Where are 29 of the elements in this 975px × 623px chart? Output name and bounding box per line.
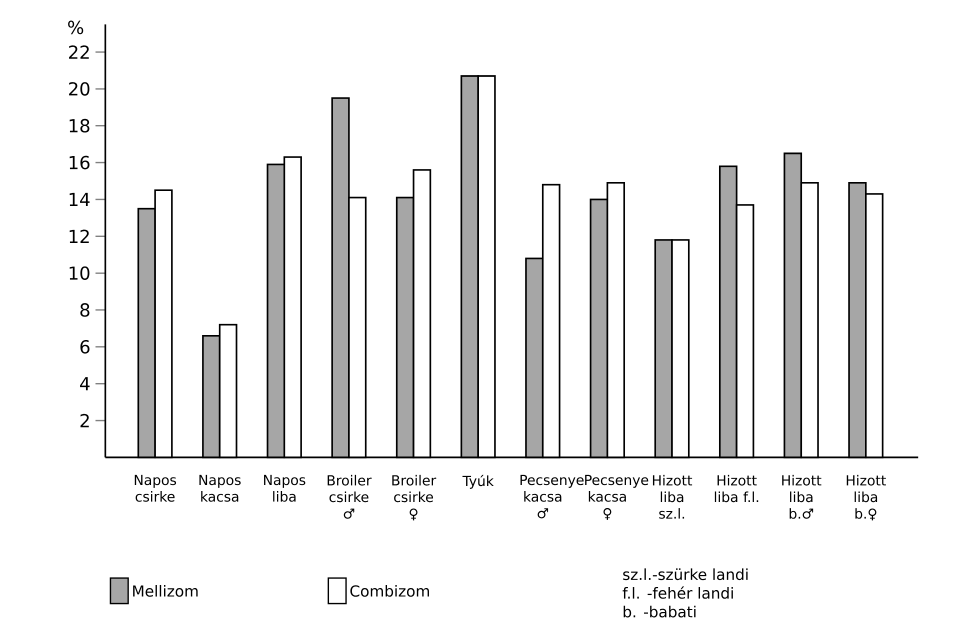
x-tick-label: Napos csirke <box>134 475 176 502</box>
x-tick-label: Broiler csirke ♂ <box>328 475 372 519</box>
y-tick-label: 22 <box>69 46 89 59</box>
x-tick-label: Pecsenye kacsa ♂ <box>520 475 584 519</box>
x-tick-label: Hizott liba b.♂ <box>782 475 822 519</box>
x-tick-label: Hizott liba sz.l. <box>652 475 692 519</box>
y-axis-title: % <box>68 20 84 34</box>
x-tick-label: Napos kacsa <box>199 475 241 502</box>
y-tick-label: 2 <box>80 414 89 428</box>
x-tick-label: Hizott liba f.l. <box>714 475 758 502</box>
x-tick-label: Napos liba <box>264 475 306 502</box>
y-tick-label: 10 <box>70 266 90 280</box>
y-tick-label: 20 <box>69 82 90 96</box>
y-tick-label: 14 <box>70 193 90 206</box>
legend-label: Combizom <box>350 585 429 597</box>
x-tick-label: Hizott liba b.♀ <box>846 475 886 520</box>
y-tick-label: 16 <box>70 156 90 170</box>
y-tick-label: 4 <box>80 377 90 390</box>
text: sz.l.-szürke landi <box>623 568 748 580</box>
x-tick-label: Tyúk <box>462 475 494 489</box>
legend-label: Mellizom <box>133 585 198 597</box>
y-tick-label: 12 <box>70 230 89 244</box>
text: b. -babati <box>624 606 696 618</box>
y-tick-label: 18 <box>70 119 90 133</box>
x-tick-label: Broiler csirke ♀ <box>392 475 436 520</box>
x-tick-label: Pecsenye kacsa ♀ <box>585 475 648 520</box>
y-tick-label: 8 <box>80 303 90 317</box>
text: f.l. -fehér landi <box>622 586 733 599</box>
y-tick-label: 6 <box>80 340 90 354</box>
